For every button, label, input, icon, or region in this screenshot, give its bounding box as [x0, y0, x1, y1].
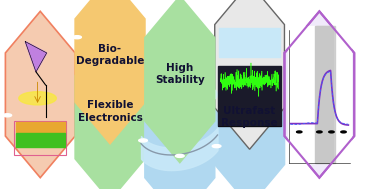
- Bar: [16, 122, 65, 132]
- Text: Ultrafast
Response: Ultrafast Response: [221, 106, 278, 128]
- Polygon shape: [5, 11, 75, 178]
- Bar: [16, 133, 65, 147]
- Circle shape: [176, 154, 184, 157]
- Circle shape: [19, 92, 56, 105]
- Polygon shape: [284, 11, 354, 178]
- Circle shape: [296, 131, 302, 133]
- Circle shape: [317, 131, 322, 133]
- Polygon shape: [145, 53, 215, 189]
- Polygon shape: [145, 0, 215, 163]
- Circle shape: [329, 131, 334, 133]
- Circle shape: [212, 145, 221, 148]
- Polygon shape: [215, 0, 284, 149]
- Bar: [218, 66, 281, 126]
- Text: High
Stability: High Stability: [155, 63, 205, 85]
- Bar: [288, 26, 351, 163]
- Bar: [316, 26, 335, 163]
- Circle shape: [73, 36, 81, 39]
- Bar: [219, 28, 280, 57]
- Text: Bio-
Degradable: Bio- Degradable: [76, 44, 144, 66]
- Circle shape: [341, 131, 346, 133]
- Polygon shape: [75, 0, 145, 144]
- Polygon shape: [215, 40, 284, 189]
- Bar: [315, 26, 334, 163]
- Text: Flexible
Electronics: Flexible Electronics: [78, 100, 142, 123]
- Polygon shape: [25, 42, 47, 72]
- Circle shape: [153, 83, 218, 106]
- Polygon shape: [75, 34, 145, 189]
- Circle shape: [3, 114, 12, 117]
- Circle shape: [139, 139, 147, 142]
